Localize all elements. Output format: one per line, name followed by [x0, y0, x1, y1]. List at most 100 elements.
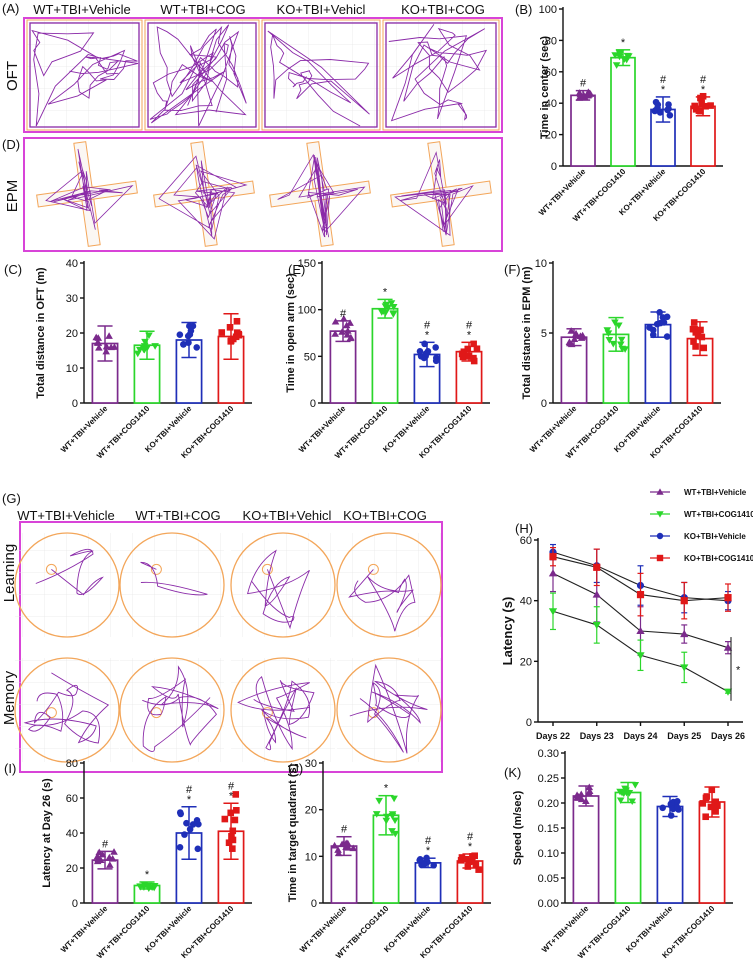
data-point: [702, 813, 709, 821]
data-point: [381, 303, 390, 310]
data-point: [102, 342, 111, 350]
data-point: [692, 105, 700, 113]
data-point: [615, 322, 623, 330]
bar: [572, 795, 600, 904]
mwm-swim-path: [247, 549, 310, 630]
data-point: [674, 798, 681, 805]
data-point: [616, 50, 624, 57]
data-point: [473, 345, 481, 353]
data-point: [625, 789, 634, 797]
y-tick-label: 10: [66, 363, 78, 375]
data-point: [548, 608, 558, 616]
data-point: [646, 324, 653, 331]
data-point: [469, 853, 476, 860]
data-point: [133, 350, 142, 358]
legend-marker: [656, 554, 664, 562]
y-tick-label: 30: [66, 293, 78, 305]
data-point: [567, 327, 575, 334]
y-tick-label: 0.00: [538, 898, 559, 910]
y-axis-label: Latency at Day 26 (s): [41, 778, 53, 888]
y-tick-label: 80: [545, 35, 557, 47]
data-point: [603, 327, 612, 334]
data-point: [420, 861, 428, 868]
data-point: [659, 804, 666, 812]
data-point: [690, 319, 698, 326]
epm-frame: [23, 137, 503, 252]
oft-trajectory: [267, 30, 370, 127]
oft-tracks: [26, 19, 500, 131]
y-axis-label: Total distance in OFT (m): [35, 267, 47, 399]
y-tick-label: 30: [305, 758, 317, 770]
data-point: [464, 345, 472, 353]
y-axis-label: Total distance in EPM (m): [521, 266, 533, 399]
data-point: [225, 839, 233, 847]
data-point: [347, 333, 355, 341]
data-point: [176, 331, 184, 339]
panel-label-j: (J): [288, 761, 303, 776]
y-tick-label: 0.20: [538, 798, 559, 810]
y-tick-label: 0: [310, 398, 316, 410]
data-point: [389, 311, 398, 318]
y-tick-label: 10: [305, 851, 317, 863]
mwm-grid: [15, 658, 119, 762]
data-point: [666, 111, 674, 119]
mwm-swim-path: [35, 548, 104, 596]
data-point: [106, 861, 114, 868]
significance-mark: #: [467, 831, 474, 843]
data-point: [692, 329, 700, 336]
data-point: [570, 335, 579, 342]
y-tick-label: 20: [66, 863, 78, 875]
chart-i-latency-day26: (I)Latency at Day 26 (s)020406080#WT+TBI…: [4, 758, 252, 960]
mwm-grid: [120, 658, 224, 762]
mwm-swim-path: [140, 561, 208, 596]
data-point: [697, 94, 704, 102]
data-point: [548, 569, 558, 577]
data-point: [388, 828, 396, 835]
data-point: [390, 795, 398, 803]
y-tick-label: 50: [304, 351, 316, 363]
data-point: [468, 858, 476, 865]
memory-row-label: Memory: [1, 670, 18, 725]
data-point: [183, 819, 190, 827]
data-point: [605, 337, 614, 344]
data-point: [698, 333, 706, 341]
oft-arena: [26, 19, 143, 131]
legend-label: KO+TBI+COG1410: [684, 554, 753, 563]
significance-mark: #: [700, 74, 707, 86]
data-point: [470, 354, 477, 362]
data-point: [609, 340, 618, 348]
y-tick-label: 100: [298, 305, 316, 317]
data-point: [93, 857, 102, 865]
learning-row-label: Learning: [1, 544, 18, 602]
mwm-group-title-4: KO+TBI+COG: [343, 508, 427, 523]
mwm-swim-path: [142, 665, 219, 753]
data-point: [636, 591, 645, 599]
data-point: [176, 843, 184, 851]
data-point: [625, 53, 633, 60]
data-point: [664, 106, 671, 114]
data-point: [382, 817, 391, 825]
y-tick-label: 0: [551, 161, 557, 173]
significance-mark: #: [228, 780, 235, 792]
x-tick-label: Days 25: [667, 731, 701, 741]
data-point: [227, 338, 235, 345]
significance-mark: #: [102, 838, 109, 850]
data-point: [226, 324, 234, 331]
mwm-grid: [337, 658, 441, 762]
data-point: [617, 341, 625, 349]
data-point: [712, 808, 719, 815]
data-point: [150, 883, 159, 890]
legend-marker: [656, 511, 664, 518]
mwm-pool: [336, 657, 442, 763]
data-point: [462, 855, 470, 863]
data-point: [723, 688, 733, 696]
data-point: [375, 797, 383, 805]
data-point: [470, 340, 477, 348]
legend-marker: [656, 532, 664, 540]
epm-tracks: [36, 141, 492, 247]
data-point: [108, 854, 117, 862]
data-point: [579, 91, 588, 99]
mwm-group-title-3: KO+TBI+Vehicl: [243, 508, 332, 523]
significance-mark: #: [466, 319, 473, 331]
data-point: [229, 845, 236, 852]
